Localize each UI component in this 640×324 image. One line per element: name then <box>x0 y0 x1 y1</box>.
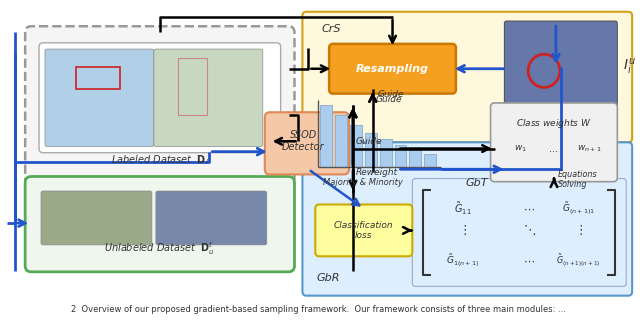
Bar <box>365 133 377 167</box>
FancyBboxPatch shape <box>39 43 280 153</box>
FancyBboxPatch shape <box>412 179 626 286</box>
Text: 2  Overview of our proposed gradient-based sampling framework.  Our framework co: 2 Overview of our proposed gradient-base… <box>71 305 566 314</box>
Text: $\ddots$: $\ddots$ <box>523 223 536 237</box>
FancyBboxPatch shape <box>265 112 349 174</box>
Text: CrS: CrS <box>321 24 340 34</box>
Text: GbR: GbR <box>316 273 340 283</box>
Bar <box>335 115 347 167</box>
Text: Reweight: Reweight <box>356 168 398 177</box>
FancyBboxPatch shape <box>154 49 263 146</box>
FancyBboxPatch shape <box>303 142 632 296</box>
Text: $\tilde{G}_{(n+1)(n+1)}$: $\tilde{G}_{(n+1)(n+1)}$ <box>556 252 601 269</box>
Text: Guide: Guide <box>378 90 404 99</box>
Text: $\tilde{G}_{1(n+1)}$: $\tilde{G}_{1(n+1)}$ <box>446 252 479 269</box>
FancyBboxPatch shape <box>303 12 632 142</box>
Text: Classification
loss: Classification loss <box>334 221 394 240</box>
Bar <box>424 154 436 167</box>
FancyBboxPatch shape <box>504 21 618 112</box>
FancyBboxPatch shape <box>45 49 154 146</box>
Text: Equations
Solving: Equations Solving <box>558 170 598 189</box>
Text: Guide: Guide <box>376 95 402 104</box>
Text: Majority & Minority: Majority & Minority <box>323 178 403 187</box>
FancyBboxPatch shape <box>156 191 267 245</box>
Bar <box>320 105 332 167</box>
FancyBboxPatch shape <box>491 103 618 182</box>
FancyBboxPatch shape <box>41 191 152 245</box>
Bar <box>394 145 406 167</box>
Bar <box>76 67 120 89</box>
Text: Labeled Dataset  $\mathbf{D}_l$: Labeled Dataset $\mathbf{D}_l$ <box>111 153 209 167</box>
Text: ...: ... <box>549 144 559 154</box>
Text: $\tilde{G}_{11}$: $\tilde{G}_{11}$ <box>454 200 472 217</box>
Bar <box>410 150 421 167</box>
FancyBboxPatch shape <box>25 26 294 184</box>
FancyBboxPatch shape <box>329 44 456 94</box>
Text: Resampling: Resampling <box>356 64 429 74</box>
Text: $I^u_i$: $I^u_i$ <box>623 57 636 77</box>
Bar <box>178 58 207 115</box>
Text: SSOD
Detector: SSOD Detector <box>282 131 324 152</box>
FancyBboxPatch shape <box>316 204 412 256</box>
Text: $w_{n+1}$: $w_{n+1}$ <box>577 143 602 154</box>
Bar <box>350 125 362 167</box>
Text: Class weights $W$: Class weights $W$ <box>516 117 592 131</box>
Bar <box>380 139 392 167</box>
Text: GbT: GbT <box>465 178 488 188</box>
Text: $\cdots$: $\cdots$ <box>524 255 535 265</box>
Text: Unlabeled Dataset  $\mathbf{D}^t_u$: Unlabeled Dataset $\mathbf{D}^t_u$ <box>104 240 215 257</box>
Text: $w_1$: $w_1$ <box>515 143 527 154</box>
Text: $\vdots$: $\vdots$ <box>574 223 583 237</box>
FancyBboxPatch shape <box>25 177 294 272</box>
Text: $\vdots$: $\vdots$ <box>458 223 467 237</box>
Text: $\cdots$: $\cdots$ <box>524 203 535 214</box>
Text: $\tilde{G}_{(n+1)1}$: $\tilde{G}_{(n+1)1}$ <box>562 200 595 217</box>
Text: Guide: Guide <box>356 137 382 146</box>
